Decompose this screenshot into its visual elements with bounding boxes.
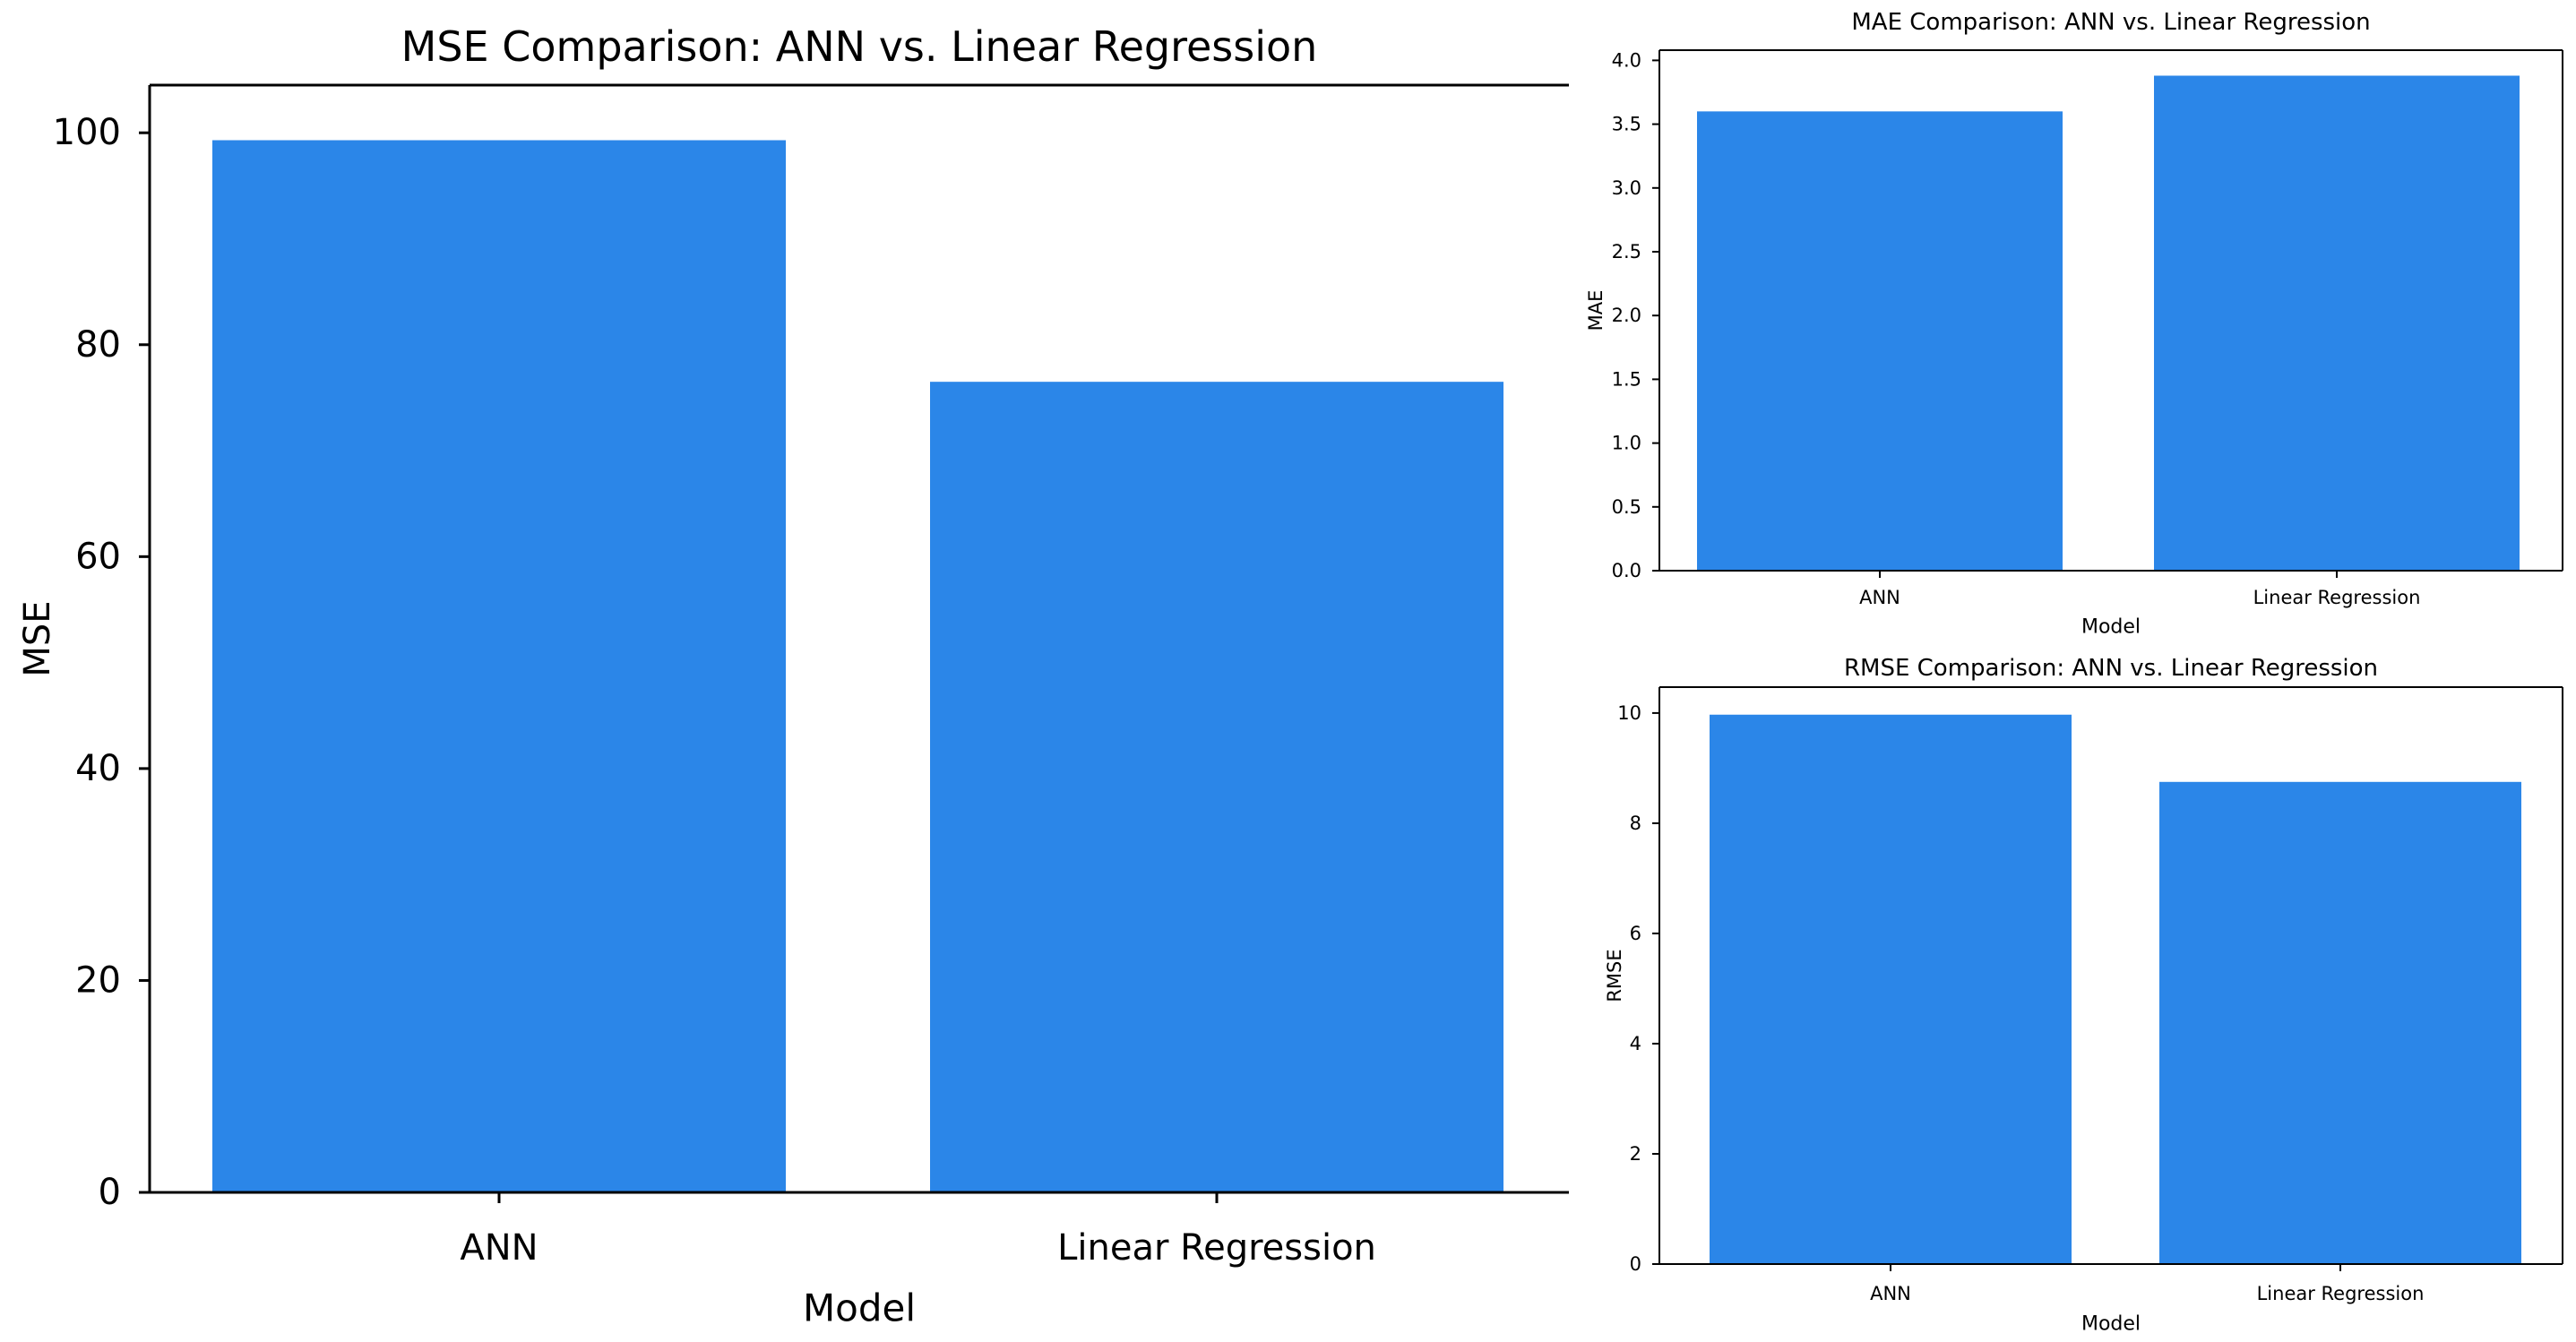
rmse-x-axis-label: Model	[2081, 1313, 2141, 1336]
mae-y-tick-label: 0.0	[1612, 560, 1641, 581]
mse-x-tick-label: ANN	[460, 1227, 538, 1269]
mse-y-tick-label: 100	[53, 112, 121, 153]
mse-y-tick-label: 0	[99, 1172, 121, 1213]
rmse-x-tick-label: Linear Regression	[2257, 1283, 2425, 1304]
rmse-y-tick-label: 4	[1630, 1033, 1641, 1054]
rmse-bar-ann	[1710, 714, 2072, 1264]
mae-y-tick-label: 1.0	[1612, 433, 1641, 454]
mae-y-tick-label: 2.0	[1612, 305, 1641, 326]
mse-y-tick-label: 20	[75, 959, 121, 1001]
mse-x-tick-label: Linear Regression	[1057, 1227, 1376, 1269]
mse-y-tick-label: 80	[75, 324, 121, 366]
rmse-bar-linear-regression	[2159, 781, 2521, 1264]
mae-y-tick-label: 3.0	[1612, 177, 1641, 199]
rmse-y-axis-label: RMSE	[1604, 949, 1625, 1002]
mae-x-tick-label: ANN	[1859, 587, 1900, 608]
mse-y-axis-label: MSE	[17, 600, 58, 676]
mse-x-axis-label: Model	[803, 1286, 916, 1330]
mae-y-tick-label: 3.5	[1612, 114, 1641, 135]
mse-bar-linear-regression	[930, 382, 1503, 1193]
mae-bar-linear-regression	[2154, 75, 2520, 571]
rmse-y-tick-label: 0	[1630, 1253, 1641, 1275]
rmse-y-tick-label: 10	[1617, 702, 1641, 724]
mae-x-axis-label: Model	[2081, 616, 2141, 639]
rmse-y-tick-label: 6	[1630, 923, 1641, 944]
mae-y-tick-label: 4.0	[1612, 49, 1641, 71]
mae-x-tick-label: Linear Regression	[2253, 587, 2421, 608]
mse-chart-title: MSE Comparison: ANN vs. Linear Regressio…	[401, 22, 1318, 71]
rmse-y-tick-label: 2	[1630, 1143, 1641, 1165]
mae-y-axis-label: MAE	[1585, 290, 1607, 331]
mae-bar-ann	[1697, 111, 2063, 571]
mse-y-tick-label: 40	[75, 748, 121, 789]
mse-bar-ann	[212, 140, 786, 1193]
rmse-x-tick-label: ANN	[1870, 1283, 1911, 1304]
rmse-y-tick-label: 8	[1630, 813, 1641, 834]
mae-chart-title: MAE Comparison: ANN vs. Linear Regressio…	[1851, 9, 2370, 36]
mae-y-tick-label: 2.5	[1612, 241, 1641, 262]
rmse-chart-title: RMSE Comparison: ANN vs. Linear Regressi…	[1844, 655, 2378, 682]
mae-y-tick-label: 1.5	[1612, 368, 1641, 390]
mse-y-tick-label: 60	[75, 536, 121, 577]
mae-y-tick-label: 0.5	[1612, 496, 1641, 518]
